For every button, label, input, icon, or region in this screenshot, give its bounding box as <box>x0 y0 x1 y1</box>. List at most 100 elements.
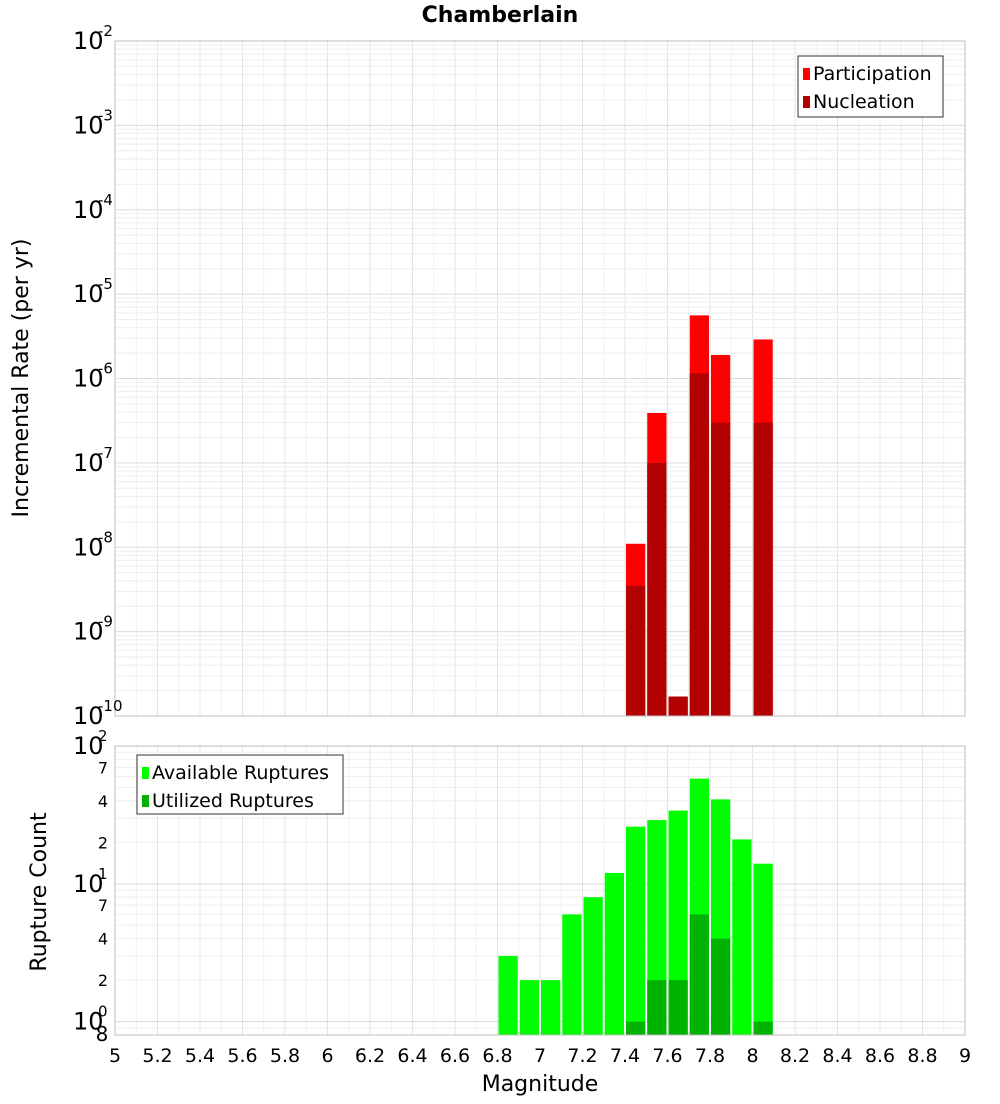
rupture-count-bar-primary <box>668 810 688 1035</box>
y-tick-minor: 7 <box>98 758 108 777</box>
y-tick-label-count: 100 <box>73 1003 108 1036</box>
rupture-count-bar-primary <box>753 863 773 1035</box>
y-tick-base: 10 <box>73 449 104 477</box>
y-tick-label-count: 4 <box>98 792 108 811</box>
rate-bar-secondary <box>753 422 773 716</box>
x-tick-label: 6.4 <box>397 1045 427 1067</box>
y-tick-exponent: -5 <box>98 275 113 293</box>
y-tick-exponent: -10 <box>98 697 123 715</box>
y-tick-minor: 8 <box>96 1022 109 1046</box>
y-tick-exponent: -6 <box>98 360 113 378</box>
y-tick-exponent: 1 <box>98 865 108 883</box>
y-tick-base: 10 <box>73 196 104 224</box>
rupture-count-bar-secondary <box>753 1021 773 1035</box>
y-tick-label-rate: 10-5 <box>73 275 113 308</box>
y-tick-label-count: 4 <box>98 930 108 949</box>
x-tick-label: 5.2 <box>142 1045 172 1067</box>
y-tick-label-count: 102 <box>73 727 108 760</box>
legend-frame <box>797 55 944 118</box>
y-tick-label-rate: 10-4 <box>73 191 113 224</box>
x-tick-label: 7.8 <box>695 1045 725 1067</box>
x-tick-label: 6 <box>321 1045 333 1067</box>
rate-bar-secondary <box>711 422 731 716</box>
y-tick-label-count: 2 <box>98 971 108 990</box>
rupture-count-bar-secondary <box>668 980 688 1035</box>
y-tick-base: 10 <box>73 702 104 730</box>
x-tick-label: 6.2 <box>355 1045 385 1067</box>
rupture-count-bar-primary <box>541 980 561 1035</box>
y-tick-label-rate: 10-9 <box>73 613 113 646</box>
x-tick-label: 8.6 <box>865 1045 895 1067</box>
y-tick-base: 10 <box>73 1008 104 1036</box>
y-tick-base: 10 <box>73 870 104 898</box>
y-tick-base: 10 <box>73 27 104 55</box>
y-tick-label-rate: 10-8 <box>73 528 113 561</box>
y-tick-label-rate: 10-6 <box>73 360 113 393</box>
rupture-legend: Available Ruptures Utilized Ruptures <box>136 754 344 815</box>
legend-label: Participation <box>813 63 932 85</box>
y-tick-minor: 2 <box>98 971 108 990</box>
y-tick-label-rate: 10-7 <box>73 444 113 477</box>
x-tick-label: 5.6 <box>227 1045 257 1067</box>
legend-frame <box>136 754 344 815</box>
rupture-count-bar-secondary <box>711 938 731 1035</box>
y-tick-base: 10 <box>73 365 104 393</box>
rupture-count-bar-primary <box>732 839 752 1035</box>
y-tick-base: 10 <box>73 732 104 760</box>
rate-bar-secondary <box>668 696 688 716</box>
rupture-count-bar-primary <box>626 826 646 1035</box>
y-tick-exponent: -2 <box>98 22 113 40</box>
y-tick-minor: 4 <box>98 792 108 811</box>
legend-label: Utilized Ruptures <box>152 790 314 812</box>
top-grid <box>114 41 966 717</box>
rate-bar-secondary <box>626 585 646 716</box>
y-tick-exponent: -7 <box>98 444 113 462</box>
rate-bar-secondary <box>647 462 667 716</box>
x-tick-label: 7.4 <box>610 1045 640 1067</box>
rupture-count-bar-secondary <box>626 1021 646 1035</box>
y-tick-label-count: 7 <box>98 896 108 915</box>
rupture-count-bar-secondary <box>689 914 709 1035</box>
x-tick-label: 7 <box>534 1045 546 1067</box>
y-tick-exponent: 0 <box>98 1003 108 1021</box>
y-tick-exponent: -4 <box>98 191 113 209</box>
rupture-count-bar-secondary <box>647 980 667 1035</box>
y-tick-label-rate: 10-10 <box>73 697 123 730</box>
y-tick-label-count: 101 <box>73 865 108 898</box>
legend-swatch <box>803 68 810 80</box>
y-tick-base: 10 <box>73 111 104 139</box>
x-tick-label: 6.8 <box>482 1045 512 1067</box>
x-tick-label: 5.4 <box>185 1045 215 1067</box>
legend-label: Nucleation <box>813 91 915 113</box>
y-tick-exponent: 2 <box>98 727 108 745</box>
legend-swatch <box>142 795 149 807</box>
y-tick-exponent: -8 <box>98 528 113 546</box>
chart-title: Chamberlain <box>422 3 579 28</box>
y-tick-label-count: 8 <box>96 1022 109 1046</box>
rate-bars <box>626 315 773 716</box>
x-tick-label: 5.8 <box>270 1045 300 1067</box>
y-tick-base: 10 <box>73 280 104 308</box>
top-plot-frame <box>114 40 966 717</box>
y-tick-exponent: -9 <box>98 613 113 631</box>
x-tick-label: 8.4 <box>822 1045 852 1067</box>
x-tick-label: 8 <box>746 1045 758 1067</box>
rupture-count-bar-primary <box>498 955 518 1035</box>
x-tick-label: 5 <box>109 1045 121 1067</box>
y-axis-label-count: Rupture Count <box>27 812 52 972</box>
y-tick-label-count: 7 <box>98 758 108 777</box>
y-tick-minor: 4 <box>98 930 108 949</box>
y-tick-label-count: 2 <box>98 833 108 852</box>
rupture-count-bar-primary <box>562 914 582 1035</box>
y-tick-exponent: -3 <box>98 106 113 124</box>
x-axis-label: Magnitude <box>482 1072 599 1097</box>
bottom-plot-frame <box>114 745 966 1036</box>
legend-swatch <box>803 96 810 108</box>
x-tick-label: 8.2 <box>780 1045 810 1067</box>
x-tick-label: 9 <box>959 1045 971 1067</box>
y-tick-base: 10 <box>73 618 104 646</box>
y-tick-minor: 2 <box>98 833 108 852</box>
y-axis-label-rate: Incremental Rate (per yr) <box>9 239 34 518</box>
